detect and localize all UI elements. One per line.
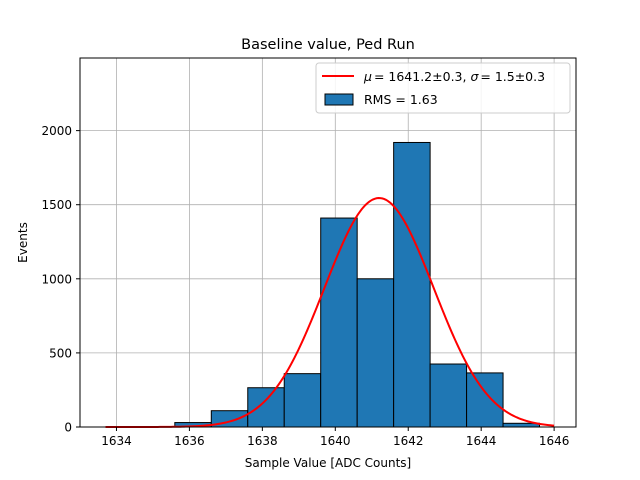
- x-tick-label: 1636: [174, 434, 205, 448]
- legend-fit-label: μ = 1641.2±0.3, σ = 1.5±0.3: [363, 69, 545, 84]
- x-tick-label: 1638: [247, 434, 278, 448]
- y-tick-label: 0: [64, 421, 72, 435]
- x-tick-label: 1646: [539, 434, 570, 448]
- histogram-bar-7: [393, 141, 431, 428]
- legend-histogram-label: RMS = 1.63: [364, 92, 438, 107]
- x-tick-label: 1640: [320, 434, 351, 448]
- legend-sigma-value: = 1.5±0.3: [480, 69, 545, 84]
- legend-box: [315, 62, 571, 114]
- y-axis-label: Events: [16, 222, 30, 263]
- legend-histogram-swatch: [324, 93, 354, 106]
- x-axis-label: Sample Value [ADC Counts]: [245, 456, 411, 470]
- x-axis-ticks: 1634 1636 1638 1640 1642 1644 1646: [101, 427, 569, 448]
- histogram-bar-8: [429, 363, 468, 428]
- histogram-bar-9: [466, 372, 504, 428]
- y-tick-label: 500: [49, 346, 72, 360]
- y-tick-label: 1500: [41, 198, 72, 212]
- y-axis-ticks: 0 500 1000 1500 2000: [41, 124, 80, 435]
- histogram-bar-3: [247, 387, 285, 428]
- histogram-bar-6: [356, 278, 395, 428]
- histogram-bar-4: [283, 373, 322, 428]
- y-tick-label: 1000: [41, 272, 72, 286]
- legend-sigma-symbol: σ: [470, 69, 479, 84]
- x-tick-label: 1642: [393, 434, 424, 448]
- plot-frame: [79, 57, 577, 428]
- histogram-bar-5: [320, 217, 358, 428]
- legend: μ = 1641.2±0.3, σ = 1.5±0.3 RMS = 1.63: [315, 62, 571, 114]
- y-tick-label: 2000: [41, 124, 72, 138]
- legend-mu-symbol: μ: [363, 69, 372, 84]
- x-tick-label: 1644: [466, 434, 497, 448]
- chart-title: Baseline value, Ped Run: [241, 37, 415, 53]
- histogram-bars: [174, 141, 541, 428]
- legend-mu-value: = 1641.2±0.3,: [374, 69, 470, 84]
- x-tick-label: 1634: [101, 434, 132, 448]
